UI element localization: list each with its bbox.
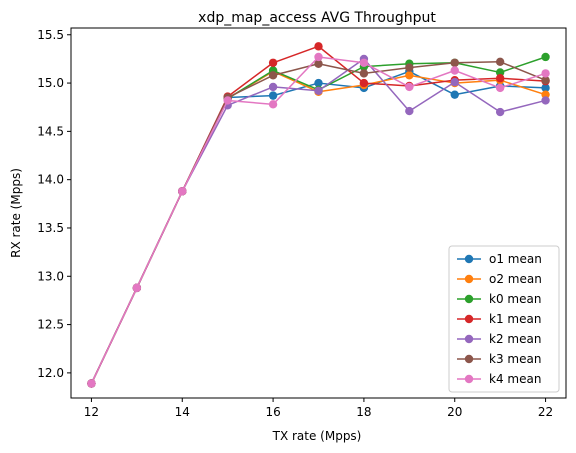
y-axis-title: RX rate (Mpps) (9, 168, 23, 258)
legend-item: k3 mean (457, 352, 541, 366)
legend-label: k4 mean (489, 372, 541, 386)
data-point (314, 42, 323, 51)
data-point (359, 58, 369, 67)
data-point (405, 71, 414, 80)
data-point (405, 63, 414, 72)
y-tick-label: 15.5 (37, 28, 64, 42)
y-tick-label: 14.0 (37, 173, 64, 187)
data-point (541, 83, 550, 93)
data-point (450, 58, 459, 67)
y-tick-label: 13.5 (37, 221, 64, 235)
legend-item: k4 mean (457, 372, 541, 386)
x-tick-label: 18 (356, 405, 371, 419)
y-axis: 12.0 12.5 13.0 13.5 14.0 14.5 15.0 15.5 (37, 28, 71, 380)
data-point (268, 82, 278, 92)
series-layer (87, 42, 550, 388)
data-point (495, 74, 505, 83)
y-tick-label: 13.0 (37, 269, 64, 283)
y-tick-label: 14.5 (37, 124, 64, 138)
data-point (314, 59, 323, 68)
chart-title: xdp_map_access AVG Throughput (198, 10, 436, 26)
data-point (314, 78, 323, 88)
y-tick-label: 15.0 (37, 76, 64, 90)
data-point (268, 58, 278, 67)
legend-label: o1 mean (489, 252, 542, 266)
legend-marker (464, 374, 474, 384)
data-point (541, 69, 550, 78)
data-point (223, 96, 232, 105)
data-point (495, 107, 505, 117)
legend-marker (464, 254, 474, 264)
data-point (450, 77, 459, 87)
legend-marker (464, 354, 474, 364)
legend-item: k2 mean (457, 332, 541, 346)
x-tick-label: 14 (175, 405, 190, 419)
data-point (87, 379, 96, 388)
y-tick-label: 12.0 (37, 366, 64, 380)
x-tick-label: 12 (84, 405, 99, 419)
data-point (495, 57, 505, 67)
y-tick-label: 12.5 (37, 318, 64, 332)
plot-frame (70, 27, 567, 399)
data-point (541, 90, 550, 99)
legend-label: k0 mean (489, 292, 541, 306)
data-point (359, 69, 369, 78)
legend-marker (464, 294, 474, 304)
series-k4-mean (87, 52, 550, 388)
data-point (495, 68, 505, 77)
legend-frame (448, 245, 560, 393)
legend-marker (464, 314, 474, 324)
legend-marker (464, 334, 474, 344)
data-point (268, 91, 278, 100)
data-point (541, 52, 550, 62)
legend-item: o1 mean (457, 252, 542, 266)
data-point (495, 83, 505, 93)
legend-marker (464, 274, 474, 284)
data-point (314, 86, 323, 95)
data-point (450, 66, 459, 75)
legend: o1 mean o2 mean k0 mean k1 mean k2 mean k3 me… (448, 245, 560, 393)
x-tick-label: 22 (538, 405, 553, 419)
data-point (359, 78, 369, 88)
x-axis-title: TX rate (Mpps) (272, 429, 362, 443)
legend-label: k3 mean (489, 352, 541, 366)
legend-label: o2 mean (489, 272, 542, 286)
legend-item: k0 mean (457, 292, 541, 306)
x-tick-label: 16 (265, 405, 280, 419)
data-point (268, 100, 278, 109)
data-point (132, 283, 142, 293)
legend-label: k2 mean (489, 332, 541, 346)
legend-item: k1 mean (457, 312, 541, 326)
x-axis: 12 14 16 18 20 22 (84, 398, 553, 419)
x-tick-label: 20 (447, 405, 462, 419)
legend-item: o2 mean (457, 272, 542, 286)
data-point (450, 90, 459, 99)
data-point (405, 82, 414, 92)
data-point (178, 187, 187, 196)
data-point (541, 75, 550, 85)
data-point (405, 106, 414, 116)
data-point (314, 52, 323, 62)
data-point (268, 71, 278, 80)
data-point (541, 96, 550, 105)
legend-label: k1 mean (489, 312, 541, 326)
